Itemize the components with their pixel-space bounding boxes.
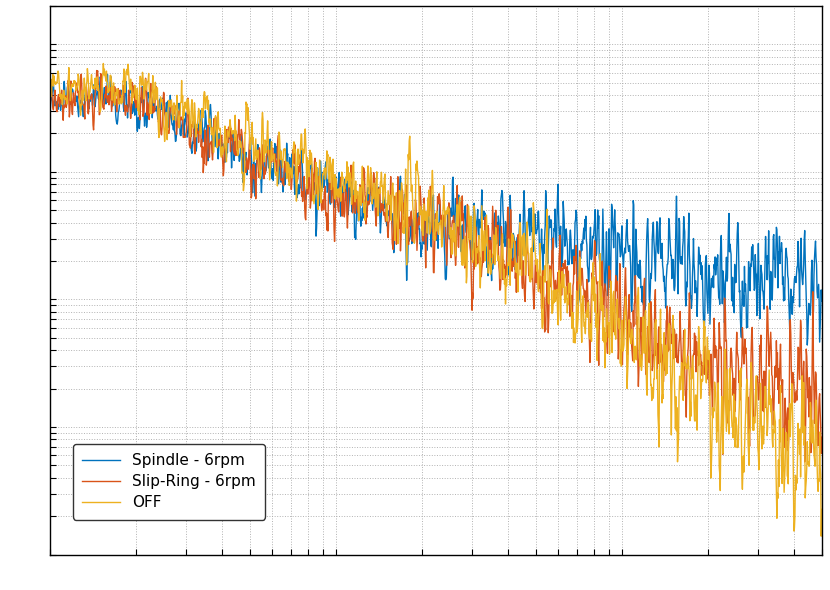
OFF [485,261,495,268]
Spindle - 6rpm [373,205,383,212]
Legend: Spindle - 6rpm, Slip-Ring - 6rpm, OFF: Spindle - 6rpm, Slip-Ring - 6rpm, OFF [73,444,266,520]
Slip-Ring - 6rpm [373,188,383,195]
Slip-Ring - 6rpm [45,87,55,94]
OFF [388,197,398,204]
Spindle - 6rpm [105,79,115,86]
Spindle - 6rpm [803,342,813,349]
Spindle - 6rpm [45,101,55,108]
Line: Slip-Ring - 6rpm: Slip-Ring - 6rpm [50,71,822,462]
Slip-Ring - 6rpm [817,434,827,441]
Line: OFF: OFF [50,64,822,536]
OFF [45,74,55,81]
Line: Spindle - 6rpm: Spindle - 6rpm [50,74,822,345]
OFF [817,506,827,513]
Slip-Ring - 6rpm [403,240,413,247]
Slip-Ring - 6rpm [800,458,810,466]
OFF [403,194,413,201]
Slip-Ring - 6rpm [388,224,398,231]
Slip-Ring - 6rpm [136,84,146,91]
Slip-Ring - 6rpm [91,67,101,74]
Spindle - 6rpm [403,259,413,266]
Spindle - 6rpm [485,236,495,243]
OFF [136,81,146,88]
OFF [816,533,826,540]
OFF [373,212,383,219]
OFF [105,72,115,79]
Spindle - 6rpm [817,297,827,304]
Slip-Ring - 6rpm [485,253,495,260]
Slip-Ring - 6rpm [105,88,115,96]
Spindle - 6rpm [136,99,146,106]
Spindle - 6rpm [388,249,398,256]
Spindle - 6rpm [102,71,112,78]
OFF [99,60,109,67]
